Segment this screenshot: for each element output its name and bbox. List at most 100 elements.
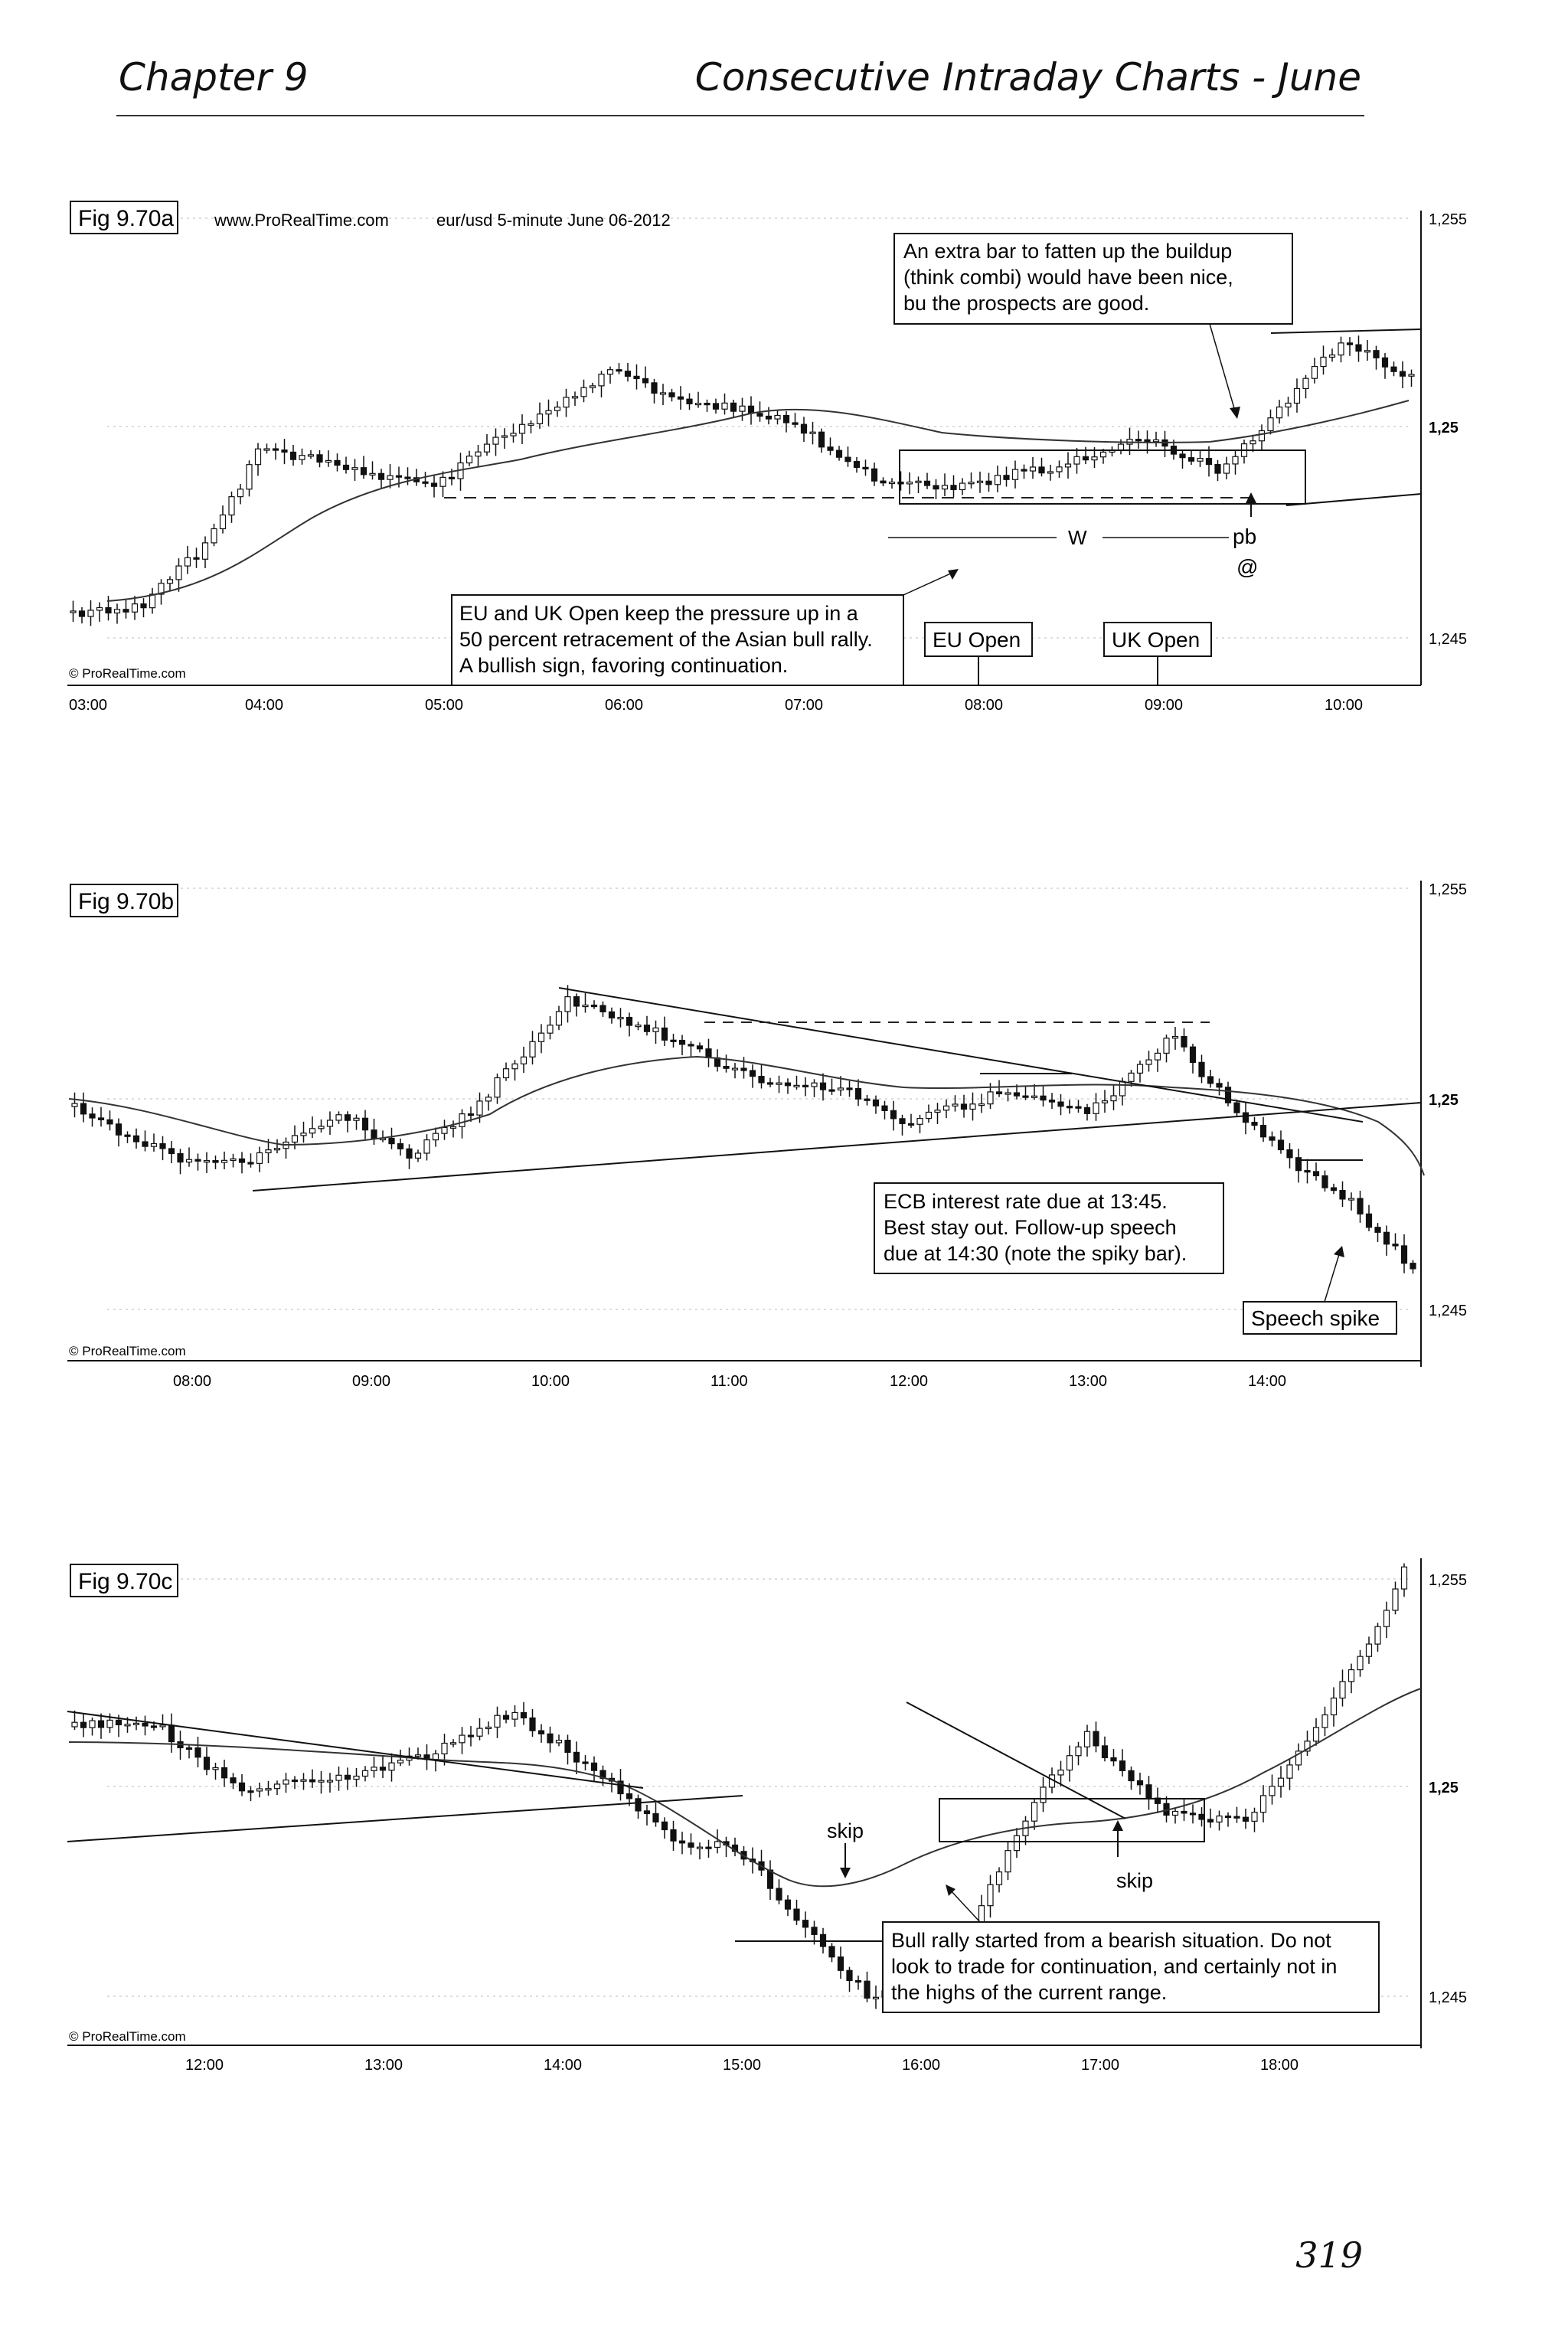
candle-body	[342, 464, 350, 470]
candle-body	[193, 557, 200, 560]
candle-body	[1011, 469, 1019, 480]
x-tick: 04:00	[245, 697, 283, 714]
candle-body	[256, 1152, 263, 1164]
candle-body	[1233, 1816, 1240, 1819]
candle-body	[846, 1969, 853, 1982]
candle-body	[633, 375, 640, 380]
candle-body	[952, 1103, 959, 1106]
candle-body	[115, 1123, 122, 1136]
candle-body	[1400, 1566, 1408, 1590]
candle-body	[485, 1726, 492, 1730]
candle-body	[854, 1979, 862, 1983]
candle-body	[571, 396, 579, 399]
note-line: look to trade for continuation, and cert…	[891, 1955, 1337, 1978]
watermark: © ProRealTime.com	[69, 2029, 186, 2044]
candle-body	[854, 1087, 862, 1100]
x-tick: 14:00	[1248, 1373, 1286, 1390]
candle-body	[1181, 1810, 1187, 1814]
candle-body	[353, 1117, 360, 1121]
candle-body	[598, 374, 605, 387]
y-tick: 1,245	[1429, 631, 1467, 648]
candle-body	[1276, 406, 1283, 419]
candle-body	[1355, 344, 1362, 352]
callout-head	[948, 569, 959, 580]
resistance-trend-line	[558, 987, 1364, 1123]
candle-body	[705, 1048, 712, 1058]
candle-body	[185, 1747, 193, 1750]
candle-body	[925, 1111, 933, 1120]
candle-body	[212, 1160, 219, 1163]
candle-body	[283, 1779, 289, 1785]
candle-body	[564, 1740, 571, 1754]
fig-label: Fig 9.70a	[78, 206, 174, 231]
candle-body	[1198, 1061, 1205, 1077]
candle-body	[923, 480, 931, 486]
candle-body	[1128, 1770, 1135, 1782]
candle-body	[1383, 1610, 1390, 1627]
note-box	[451, 594, 904, 686]
candle-body	[1093, 1731, 1099, 1747]
candle-body	[723, 1065, 730, 1069]
trend-line	[1270, 329, 1422, 334]
candle-body	[969, 1103, 976, 1110]
candle-body	[1145, 1059, 1152, 1065]
candle-body	[899, 1118, 906, 1124]
candle-body	[106, 1719, 113, 1728]
candle-body	[307, 454, 315, 457]
candle-body	[494, 1714, 501, 1728]
candle-body	[344, 1114, 351, 1121]
candle-body	[1110, 1757, 1117, 1762]
candle-body	[1075, 1106, 1082, 1109]
candle-body	[377, 472, 385, 480]
candle-body	[106, 1119, 113, 1125]
candle-body	[397, 1143, 404, 1149]
candle-body	[70, 610, 77, 613]
y-tick: 1,25	[1429, 1780, 1459, 1796]
note-line: EU and UK Open keep the pressure up in a	[459, 602, 859, 625]
candle-body	[1330, 1187, 1338, 1191]
eu-open-label: EU Open	[933, 628, 1021, 652]
y-tick: 1,255	[1429, 1572, 1467, 1589]
candle-body	[1083, 1731, 1091, 1747]
candle-body	[388, 1137, 395, 1145]
candle-body	[309, 1779, 316, 1783]
candle-body	[819, 1082, 827, 1090]
candle-body	[1304, 1170, 1311, 1173]
x-tick: 13:00	[1069, 1373, 1107, 1390]
candle-body	[80, 1721, 87, 1728]
candle-body	[1197, 457, 1204, 462]
candle-body	[1338, 342, 1344, 356]
candle-body	[203, 1160, 211, 1163]
candle-body	[617, 1016, 624, 1020]
w-label: W	[1068, 526, 1087, 549]
candle-body	[1339, 1681, 1346, 1699]
candle-body	[228, 496, 235, 516]
y-tick: 1,255	[1429, 881, 1467, 898]
uk-open-label: UK Open	[1112, 628, 1200, 652]
candle-body	[335, 1114, 342, 1121]
candle-body	[1321, 1714, 1328, 1728]
candle-body	[441, 1742, 448, 1755]
candle-body	[265, 1149, 272, 1154]
candle-body	[784, 1899, 792, 1910]
candle-body	[1144, 439, 1151, 443]
candle-body	[371, 1129, 377, 1139]
candle-body	[1223, 463, 1230, 474]
candle-body	[1004, 1850, 1011, 1873]
callout-head	[1334, 1246, 1344, 1257]
candle-body	[995, 1091, 1003, 1095]
candle-body	[159, 1724, 166, 1728]
candle-body	[291, 1779, 299, 1783]
candle-body	[132, 1722, 140, 1725]
candle-body	[1302, 378, 1309, 390]
candle-body	[220, 1767, 228, 1779]
candle-body	[573, 996, 580, 1007]
candle-body	[1171, 1035, 1179, 1039]
candle-body	[624, 371, 632, 377]
candle-body	[721, 402, 728, 410]
candle-body	[1198, 1813, 1205, 1820]
candle-body	[432, 1753, 439, 1760]
candle-body	[115, 1719, 122, 1726]
note-line: the highs of the current range.	[891, 1981, 1167, 2004]
candle-body	[466, 456, 473, 464]
